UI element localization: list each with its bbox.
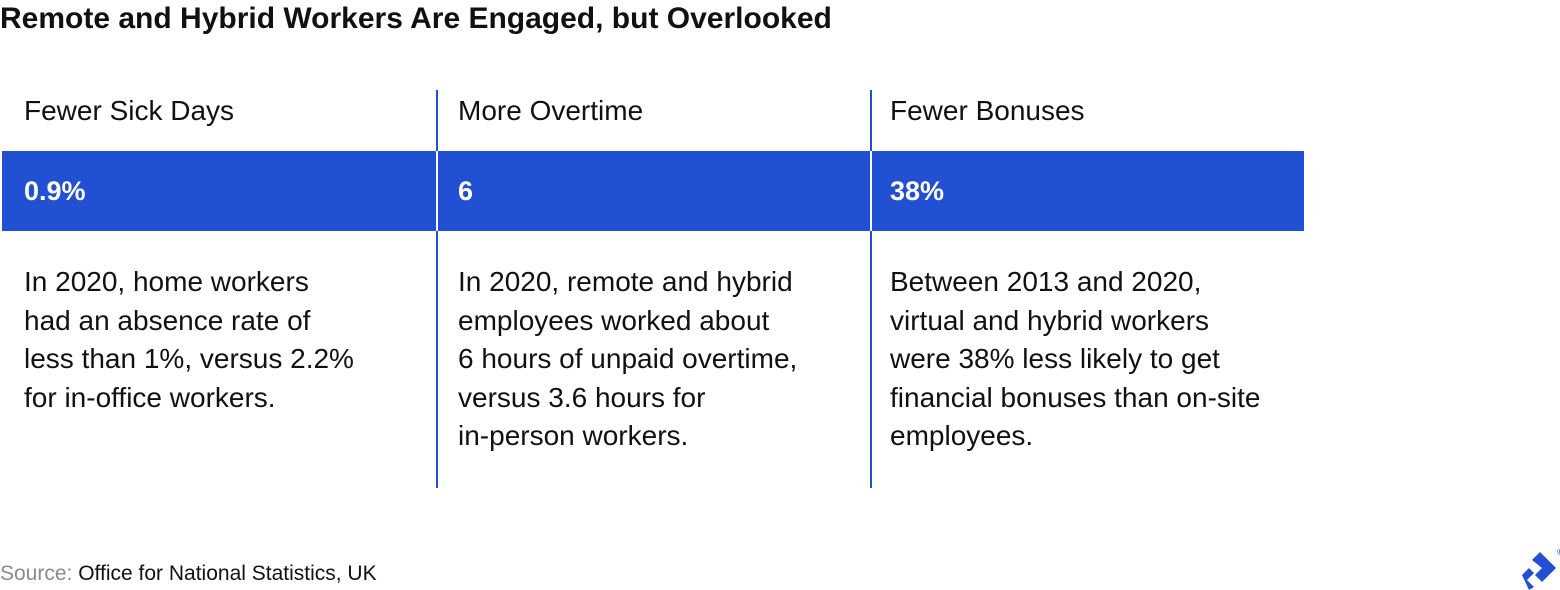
toptal-logo-icon: ® xyxy=(1522,548,1560,590)
value-band xyxy=(2,151,1304,231)
logo-lower-shape xyxy=(1522,568,1534,590)
page-title: Remote and Hybrid Workers Are Engaged, b… xyxy=(0,2,832,35)
column-description-bonuses: Between 2013 and 2020, virtual and hybri… xyxy=(890,266,1261,451)
column-value-sick-days: 0.9% xyxy=(24,176,86,206)
source-note: Source: Office for National Statistics, … xyxy=(0,560,377,588)
registered-mark: ® xyxy=(1556,548,1560,558)
value-band-separator-1 xyxy=(436,151,438,231)
column-divider-1 xyxy=(436,90,438,488)
column-value-overtime: 6 xyxy=(458,176,474,206)
logo-upper-shape xyxy=(1532,552,1556,582)
column-heading-sick-days: Fewer Sick Days xyxy=(24,95,235,126)
column-value-bonuses: 38% xyxy=(890,176,945,206)
column-heading-overtime: More Overtime xyxy=(458,95,644,126)
column-divider-2 xyxy=(870,90,872,488)
column-description-overtime: In 2020, remote and hybrid employees wor… xyxy=(458,266,798,451)
column-heading-bonuses: Fewer Bonuses xyxy=(890,95,1085,126)
value-band-separator-2 xyxy=(870,151,872,231)
column-description-sick-days: In 2020, home workers had an absence rat… xyxy=(24,266,354,413)
source-text: Office for National Statistics, UK xyxy=(78,562,377,585)
source-label: Source: xyxy=(0,562,73,585)
